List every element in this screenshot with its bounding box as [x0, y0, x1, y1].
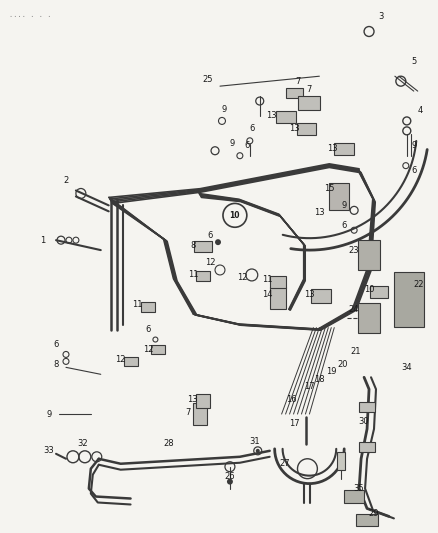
Text: 7: 7 [186, 408, 191, 417]
Bar [276, 111, 296, 123]
Text: 9: 9 [411, 141, 417, 150]
Bar [152, 345, 165, 354]
Text: 30: 30 [359, 416, 369, 425]
Text: 17: 17 [289, 419, 300, 429]
Text: 7: 7 [295, 77, 300, 86]
Bar [196, 271, 210, 281]
Text: 12: 12 [205, 257, 215, 266]
Text: 17: 17 [304, 382, 315, 391]
Bar [358, 240, 380, 270]
Text: 1: 1 [40, 236, 46, 245]
Text: 9: 9 [229, 139, 234, 148]
Text: 23: 23 [349, 246, 360, 255]
Circle shape [215, 239, 221, 245]
Text: 6: 6 [53, 340, 59, 349]
Text: 6: 6 [342, 221, 347, 230]
Text: 7: 7 [307, 85, 312, 94]
Circle shape [227, 479, 233, 484]
Circle shape [256, 449, 260, 453]
Bar [193, 403, 207, 425]
Text: 13: 13 [314, 208, 325, 217]
Text: 28: 28 [163, 439, 173, 448]
Text: 4: 4 [418, 107, 424, 116]
Text: 10: 10 [230, 211, 240, 220]
Bar [298, 96, 320, 110]
Text: 13: 13 [327, 144, 338, 154]
Text: 26: 26 [225, 472, 235, 481]
Bar [297, 123, 316, 135]
Text: 12: 12 [143, 345, 154, 354]
Text: 12: 12 [237, 273, 247, 282]
Text: 13: 13 [266, 111, 277, 120]
Bar [286, 88, 304, 98]
Bar [359, 402, 375, 412]
Text: 13: 13 [304, 290, 315, 300]
Text: 8: 8 [191, 240, 196, 249]
Text: 2: 2 [64, 176, 69, 185]
Bar [356, 514, 378, 527]
Text: 31: 31 [250, 438, 260, 446]
Text: 10: 10 [364, 285, 374, 294]
Bar [311, 289, 331, 303]
Text: 22: 22 [413, 280, 424, 289]
Bar [141, 302, 155, 312]
Bar [359, 442, 375, 452]
Text: 29: 29 [369, 509, 379, 518]
Bar [370, 286, 388, 298]
Text: 18: 18 [314, 375, 325, 384]
Text: 9: 9 [342, 201, 347, 210]
Text: 6: 6 [207, 231, 213, 240]
Bar [394, 272, 424, 327]
Text: 12: 12 [115, 355, 126, 364]
Text: 6: 6 [244, 141, 250, 150]
Text: 34: 34 [402, 363, 412, 372]
Text: 19: 19 [326, 367, 336, 376]
Bar [344, 490, 364, 504]
Bar [194, 241, 212, 252]
Text: .... . . .: .... . . . [9, 12, 52, 18]
Text: 33: 33 [44, 446, 54, 455]
Text: 9: 9 [221, 104, 226, 114]
Text: 25: 25 [203, 75, 213, 84]
Text: 20: 20 [337, 360, 347, 369]
Text: 24: 24 [349, 305, 360, 314]
Bar [196, 394, 210, 408]
Text: 32: 32 [78, 439, 88, 448]
Bar [270, 287, 286, 309]
Text: 5: 5 [411, 57, 417, 66]
Text: 6: 6 [146, 325, 151, 334]
Text: 8: 8 [53, 360, 59, 369]
Text: 13: 13 [289, 124, 300, 133]
Text: 3: 3 [378, 12, 384, 21]
Text: 11: 11 [132, 300, 143, 309]
Text: 6: 6 [249, 124, 254, 133]
Text: 9: 9 [46, 409, 52, 418]
Bar [329, 182, 349, 211]
Text: 6: 6 [411, 166, 417, 175]
Bar [270, 276, 286, 288]
Text: 11: 11 [188, 270, 198, 279]
Text: 27: 27 [279, 459, 290, 469]
Text: 16: 16 [286, 394, 297, 403]
Bar [358, 303, 380, 333]
Text: 14: 14 [262, 290, 273, 300]
Bar [124, 357, 138, 366]
Text: 35: 35 [354, 484, 364, 493]
Bar [334, 143, 354, 155]
Text: 21: 21 [351, 347, 361, 356]
Text: 15: 15 [324, 184, 335, 193]
Text: 11: 11 [262, 276, 273, 285]
Text: 13: 13 [187, 394, 198, 403]
Bar [337, 452, 345, 470]
